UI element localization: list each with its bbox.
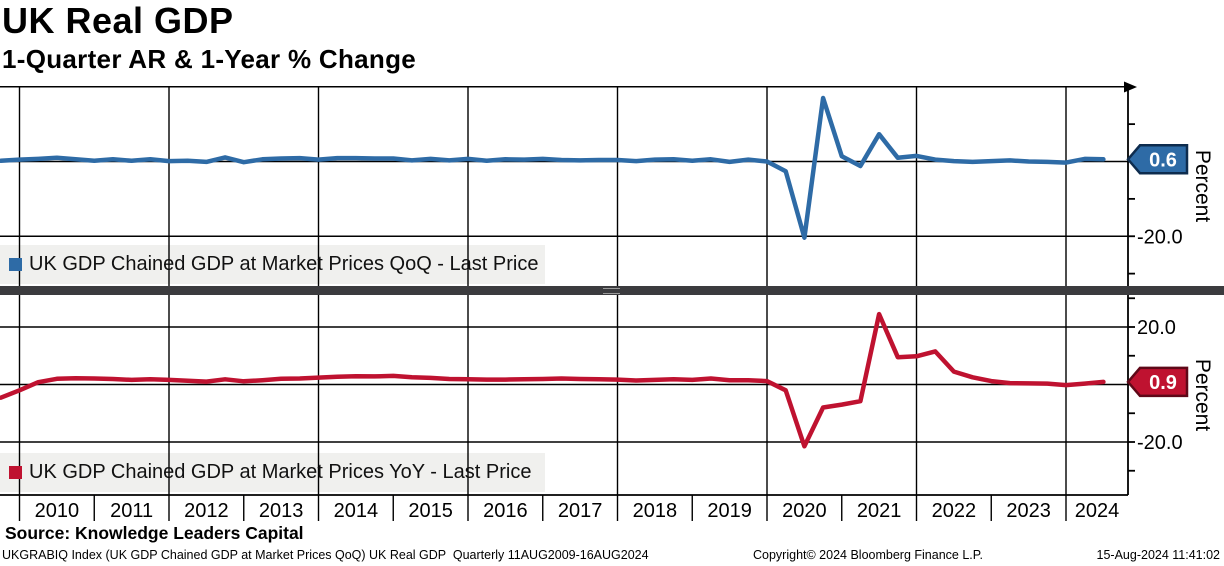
page-subtitle: 1-Quarter AR & 1-Year % Change — [2, 44, 417, 74]
year-label: 2011 — [110, 500, 153, 522]
price-tag-label: 0.9 — [1149, 372, 1177, 394]
legend-qoq-background — [0, 245, 545, 284]
year-label: 2010 — [35, 500, 80, 522]
year-label: 2024 — [1075, 500, 1120, 522]
year-label: 2016 — [483, 500, 528, 522]
legend-yoy-label: UK GDP Chained GDP at Market Prices YoY … — [29, 461, 532, 483]
series-line-top — [0, 95, 1106, 240]
year-label: 2017 — [558, 500, 603, 522]
year-label: 2020 — [782, 500, 827, 522]
yoy-legend-marker-icon — [9, 466, 22, 479]
price-tag-label: 0.6 — [1149, 149, 1177, 171]
year-label: 2019 — [707, 500, 752, 522]
price-tag-bottom — [1126, 366, 1189, 398]
source-line: Source: Knowledge Leaders Capital — [5, 523, 304, 543]
panel-divider[interactable] — [0, 286, 1224, 295]
legend-qoq[interactable]: UK GDP Chained GDP at Market Prices QoQ … — [0, 245, 545, 284]
footer-timestamp: 15-Aug-2024 11:41:02 — [1096, 548, 1220, 562]
percent-label: Percent — [1191, 359, 1214, 432]
legend-yoy[interactable]: UK GDP Chained GDP at Market Prices YoY … — [0, 453, 545, 492]
year-label: 2023 — [1006, 500, 1051, 522]
price-tag-top — [1126, 144, 1189, 175]
axis-arrow-icon — [1124, 81, 1137, 93]
year-label: 2021 — [857, 500, 902, 522]
footer-copyright: Copyright© 2024 Bloomberg Finance L.P. — [753, 548, 983, 562]
year-label: 2022 — [932, 500, 977, 522]
footer-ticker-info: UKGRABIQ Index (UK GDP Chained GDP at Ma… — [2, 548, 649, 562]
year-label: 2012 — [184, 500, 229, 522]
year-label: 2018 — [633, 500, 678, 522]
year-label: 2014 — [334, 500, 379, 522]
year-label: 2013 — [259, 500, 304, 522]
y-tick-label: 20.0 — [1137, 317, 1176, 339]
year-label: 2015 — [408, 500, 453, 522]
legend-qoq-label: UK GDP Chained GDP at Market Prices QoQ … — [29, 253, 539, 275]
y-tick-label: -20.0 — [1137, 432, 1183, 454]
qoq-legend-marker-icon — [9, 258, 22, 271]
page-title: UK Real GDP — [2, 0, 234, 41]
y-tick-label: -20.0 — [1137, 226, 1183, 248]
series-line-bottom — [0, 311, 1106, 449]
percent-label: Percent — [1191, 150, 1214, 223]
divider-grip-icon — [603, 288, 620, 294]
legend-yoy-background — [0, 453, 545, 492]
